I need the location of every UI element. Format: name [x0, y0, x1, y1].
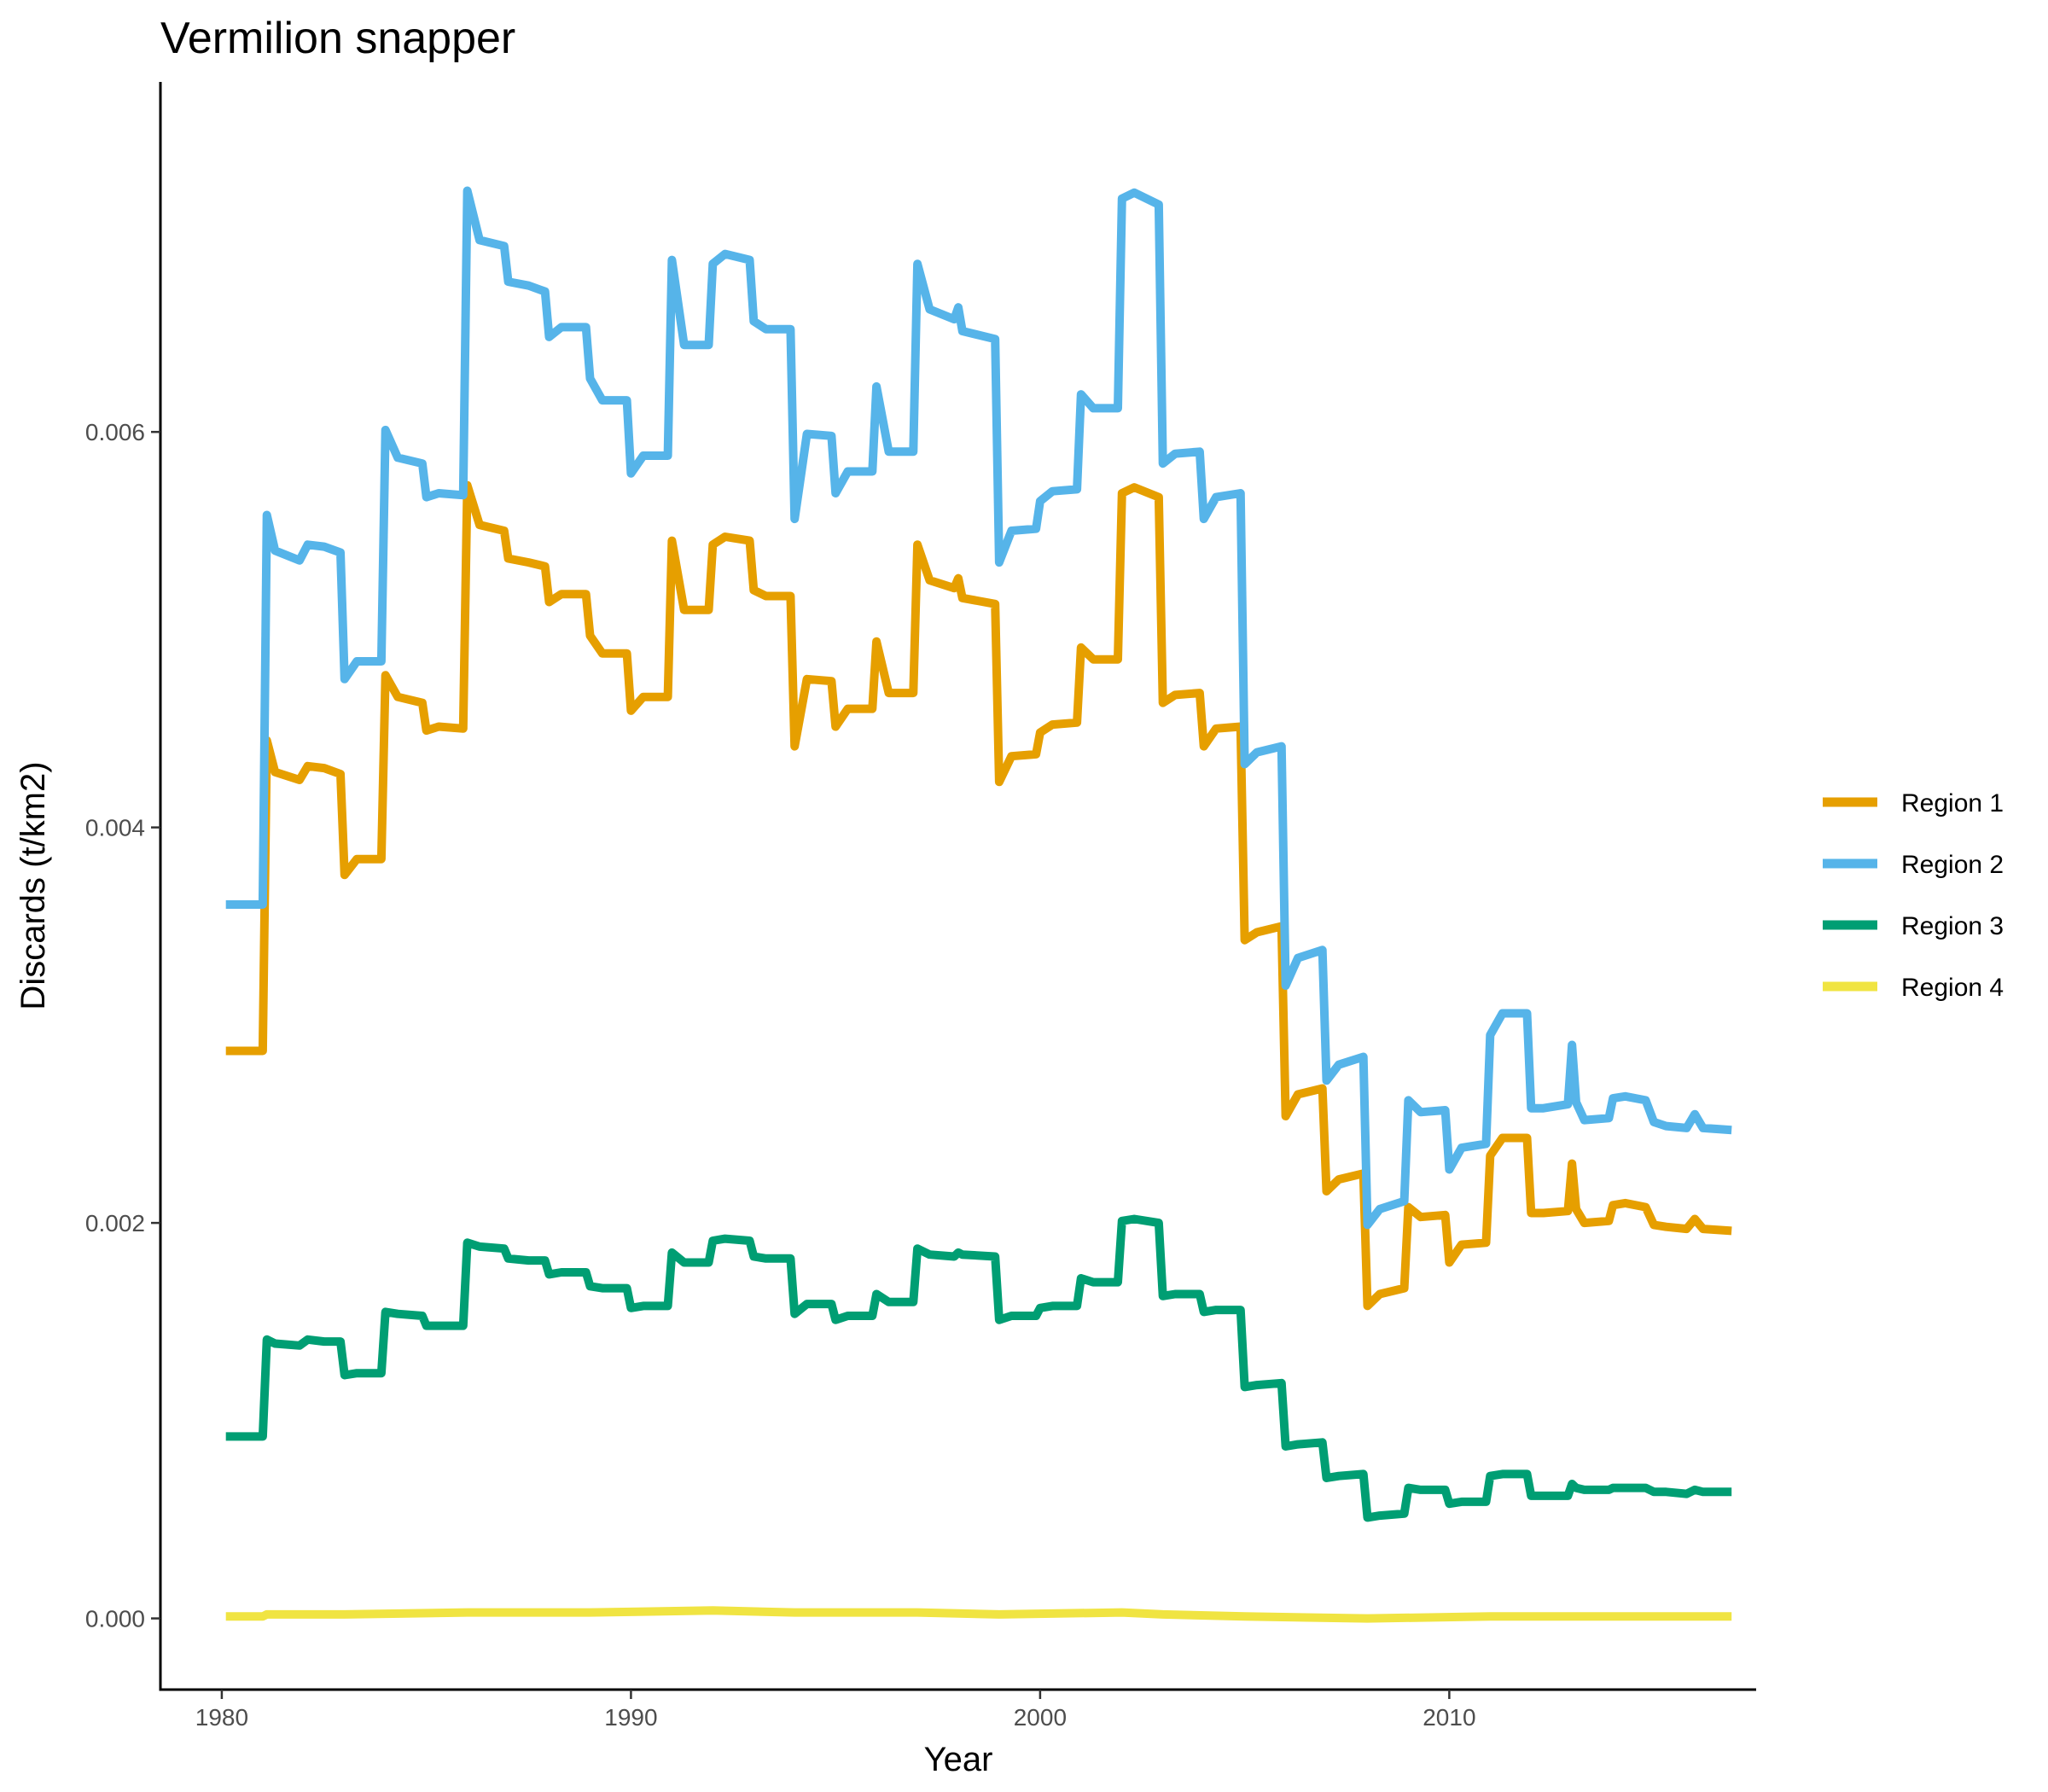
series-layer — [225, 186, 1732, 1623]
y-tick-label: 0.002 — [85, 1210, 145, 1236]
y-tick-label: 0.000 — [85, 1606, 145, 1632]
series-line-region-3 — [225, 1214, 1732, 1522]
x-tick-label: 1990 — [604, 1704, 657, 1731]
legend-item-region-1: Region 1 — [1823, 789, 2004, 817]
series-line-region-2 — [225, 186, 1732, 1230]
y-tick-label: 0.004 — [85, 815, 145, 841]
x-axis-title: Year — [924, 1741, 993, 1778]
y-axis-title: Discards (t/km2) — [15, 761, 52, 1009]
legend-item-region-3: Region 3 — [1823, 912, 2004, 940]
y-tick-label: 0.006 — [85, 419, 145, 445]
x-tick-label: 2000 — [1014, 1704, 1067, 1731]
series-line-region-1 — [225, 480, 1732, 1311]
legend-item-region-2: Region 2 — [1823, 851, 2004, 879]
legend-label: Region 3 — [1901, 912, 2004, 940]
legend-label: Region 1 — [1901, 789, 2004, 817]
legend-label: Region 4 — [1901, 974, 2004, 1002]
x-axis-ticks: 1980 1990 2000 2010 — [195, 1690, 1476, 1731]
legend-item-region-4: Region 4 — [1823, 974, 2004, 1002]
series-line-region-4 — [225, 1606, 1732, 1623]
legend-label: Region 2 — [1901, 851, 2004, 879]
x-tick-label: 1980 — [195, 1704, 248, 1731]
chart-title: Vermilion snapper — [160, 14, 515, 63]
legend: Region 1 Region 2 Region 3 Region 4 — [1823, 789, 2004, 1002]
y-axis-ticks: 0.000 0.002 0.004 0.006 — [85, 419, 160, 1632]
x-tick-label: 2010 — [1423, 1704, 1475, 1731]
